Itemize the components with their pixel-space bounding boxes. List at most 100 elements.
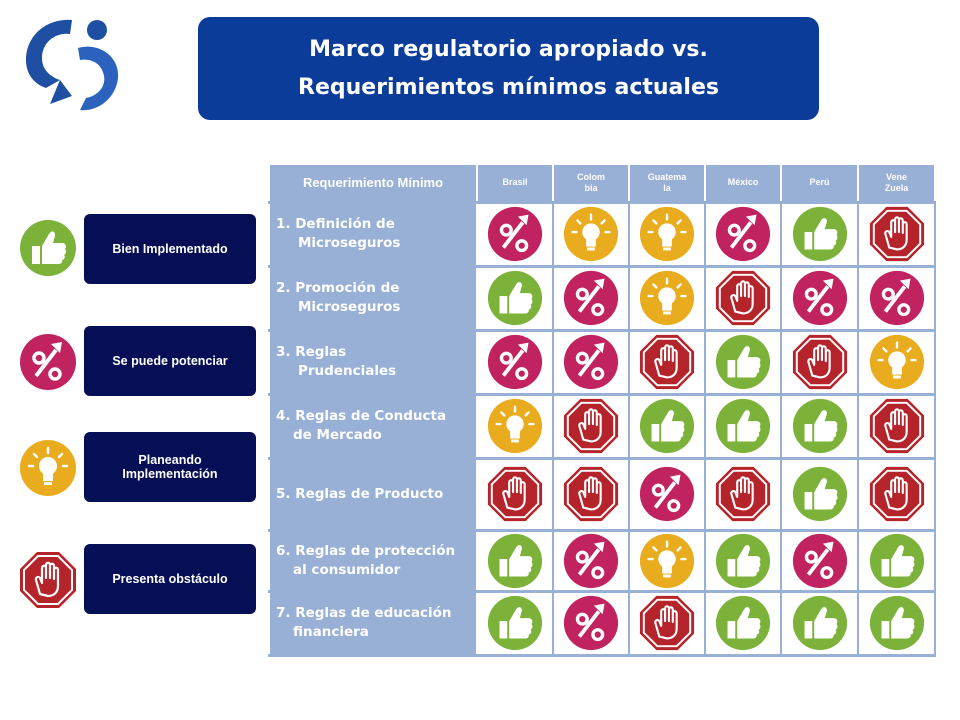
legend-presenta-obstaculo: Presenta obstáculo [84, 544, 256, 614]
lightbulb-icon [479, 397, 551, 455]
thumbs-up-icon [479, 269, 551, 327]
status-cell [857, 392, 936, 460]
status-cell [628, 456, 706, 532]
status-cell [628, 328, 706, 396]
status-cell [552, 589, 630, 657]
country-header: Vene Zuela [857, 163, 936, 203]
stop-hand-icon [783, 333, 856, 391]
stop-hand-icon [631, 594, 703, 652]
lightbulb-icon [555, 205, 627, 263]
status-cell [704, 589, 782, 657]
thumbs-up-icon [479, 594, 551, 652]
status-cell [857, 528, 936, 593]
status-cell [552, 200, 630, 268]
status-cell [552, 456, 630, 532]
thumbs-up-icon [783, 205, 856, 263]
legend-se-puede-potenciar: Se puede potenciar [84, 326, 256, 396]
percent-arrow-icon [479, 333, 551, 391]
percent-arrow-icon [555, 333, 627, 391]
table-row: 5. Reglas de Producto [268, 456, 936, 532]
percent-arrow-icon [707, 205, 779, 263]
lightbulb-icon [631, 269, 703, 327]
status-cell [780, 264, 859, 332]
status-cell [780, 392, 859, 460]
stop-hand-icon [555, 397, 627, 455]
stop-hand-icon [860, 397, 933, 455]
stop-hand-icon [479, 465, 551, 523]
status-cell [704, 392, 782, 460]
status-cell [704, 528, 782, 593]
status-cell [628, 392, 706, 460]
status-cell [780, 528, 859, 593]
status-cell [857, 589, 936, 657]
percent-arrow-icon [631, 465, 703, 523]
stop-hand-icon [860, 205, 933, 263]
percent-arrow-icon [555, 533, 627, 588]
status-cell [704, 200, 782, 268]
status-cell [780, 328, 859, 396]
status-cell [780, 589, 859, 657]
status-cell [704, 456, 782, 532]
thumbs-up-icon [707, 533, 779, 588]
requirement-label: 3. Reglas Prudenciales [268, 328, 478, 396]
requirement-label: 6. Reglas de protección al consumidor [268, 528, 478, 593]
table-row: 4. Reglas de Conducta de Mercado [268, 392, 936, 460]
country-header: Perú [780, 163, 859, 203]
table-row: 7. Reglas de educación financiera [268, 589, 936, 657]
percent-arrow-icon [555, 269, 627, 327]
status-cell [476, 264, 554, 332]
status-cell [476, 456, 554, 532]
status-cell [476, 328, 554, 396]
stop-hand-icon [860, 465, 933, 523]
status-cell [628, 528, 706, 593]
stop-hand-icon [707, 465, 779, 523]
legend-planeando-implementacion: Planeando Implementación [84, 432, 256, 502]
req-header: Requerimiento Mínimo [268, 163, 478, 203]
legend-percent-icon [18, 332, 78, 392]
table-row: 2. Promoción de Microseguros [268, 264, 936, 332]
status-cell [628, 264, 706, 332]
lightbulb-icon [631, 533, 703, 588]
status-cell [476, 200, 554, 268]
stop-hand-icon [707, 269, 779, 327]
status-cell [780, 200, 859, 268]
thumbs-up-icon [860, 594, 933, 652]
status-cell [476, 528, 554, 593]
country-header: Guatema la [628, 163, 706, 203]
status-cell [704, 328, 782, 396]
status-cell [857, 456, 936, 532]
status-cell [628, 200, 706, 268]
legend-thumb-icon [18, 218, 78, 278]
status-cell [476, 392, 554, 460]
percent-arrow-icon [783, 533, 856, 588]
percent-arrow-icon [555, 594, 627, 652]
status-cell [552, 264, 630, 332]
lightbulb-icon [631, 205, 703, 263]
requirements-table: Requerimiento Mínimo Brasil Colom bia Gua… [268, 163, 936, 657]
thumbs-up-icon [860, 533, 933, 588]
country-header: México [704, 163, 782, 203]
lightbulb-icon [860, 333, 933, 391]
thumbs-up-icon [783, 465, 856, 523]
thumbs-up-icon [707, 397, 779, 455]
status-cell [476, 589, 554, 657]
percent-arrow-icon [860, 269, 933, 327]
title-line-1: Marco regulatorio apropiado vs. [309, 36, 708, 62]
thumbs-up-icon [707, 594, 779, 652]
table-row: 6. Reglas de protección al consumidor [268, 528, 936, 593]
legend-bulb-icon [18, 438, 78, 498]
status-cell [628, 589, 706, 657]
requirement-label: 1. Definición de Microseguros [268, 200, 478, 268]
percent-arrow-icon [783, 269, 856, 327]
table-row: 3. Reglas Prudenciales [268, 328, 936, 396]
requirement-label: 4. Reglas de Conducta de Mercado [268, 392, 478, 460]
logo-icon [26, 19, 119, 111]
table-header-row: Requerimiento Mínimo Brasil Colom bia Gua… [268, 163, 936, 203]
thumbs-up-icon [479, 533, 551, 588]
thumbs-up-icon [707, 333, 779, 391]
requirement-label: 7. Reglas de educación financiera [268, 589, 478, 657]
thumbs-up-icon [631, 397, 703, 455]
legend-bien-implementado: Bien Implementado [84, 214, 256, 284]
legend-stop-icon [18, 550, 78, 610]
stop-hand-icon [631, 333, 703, 391]
